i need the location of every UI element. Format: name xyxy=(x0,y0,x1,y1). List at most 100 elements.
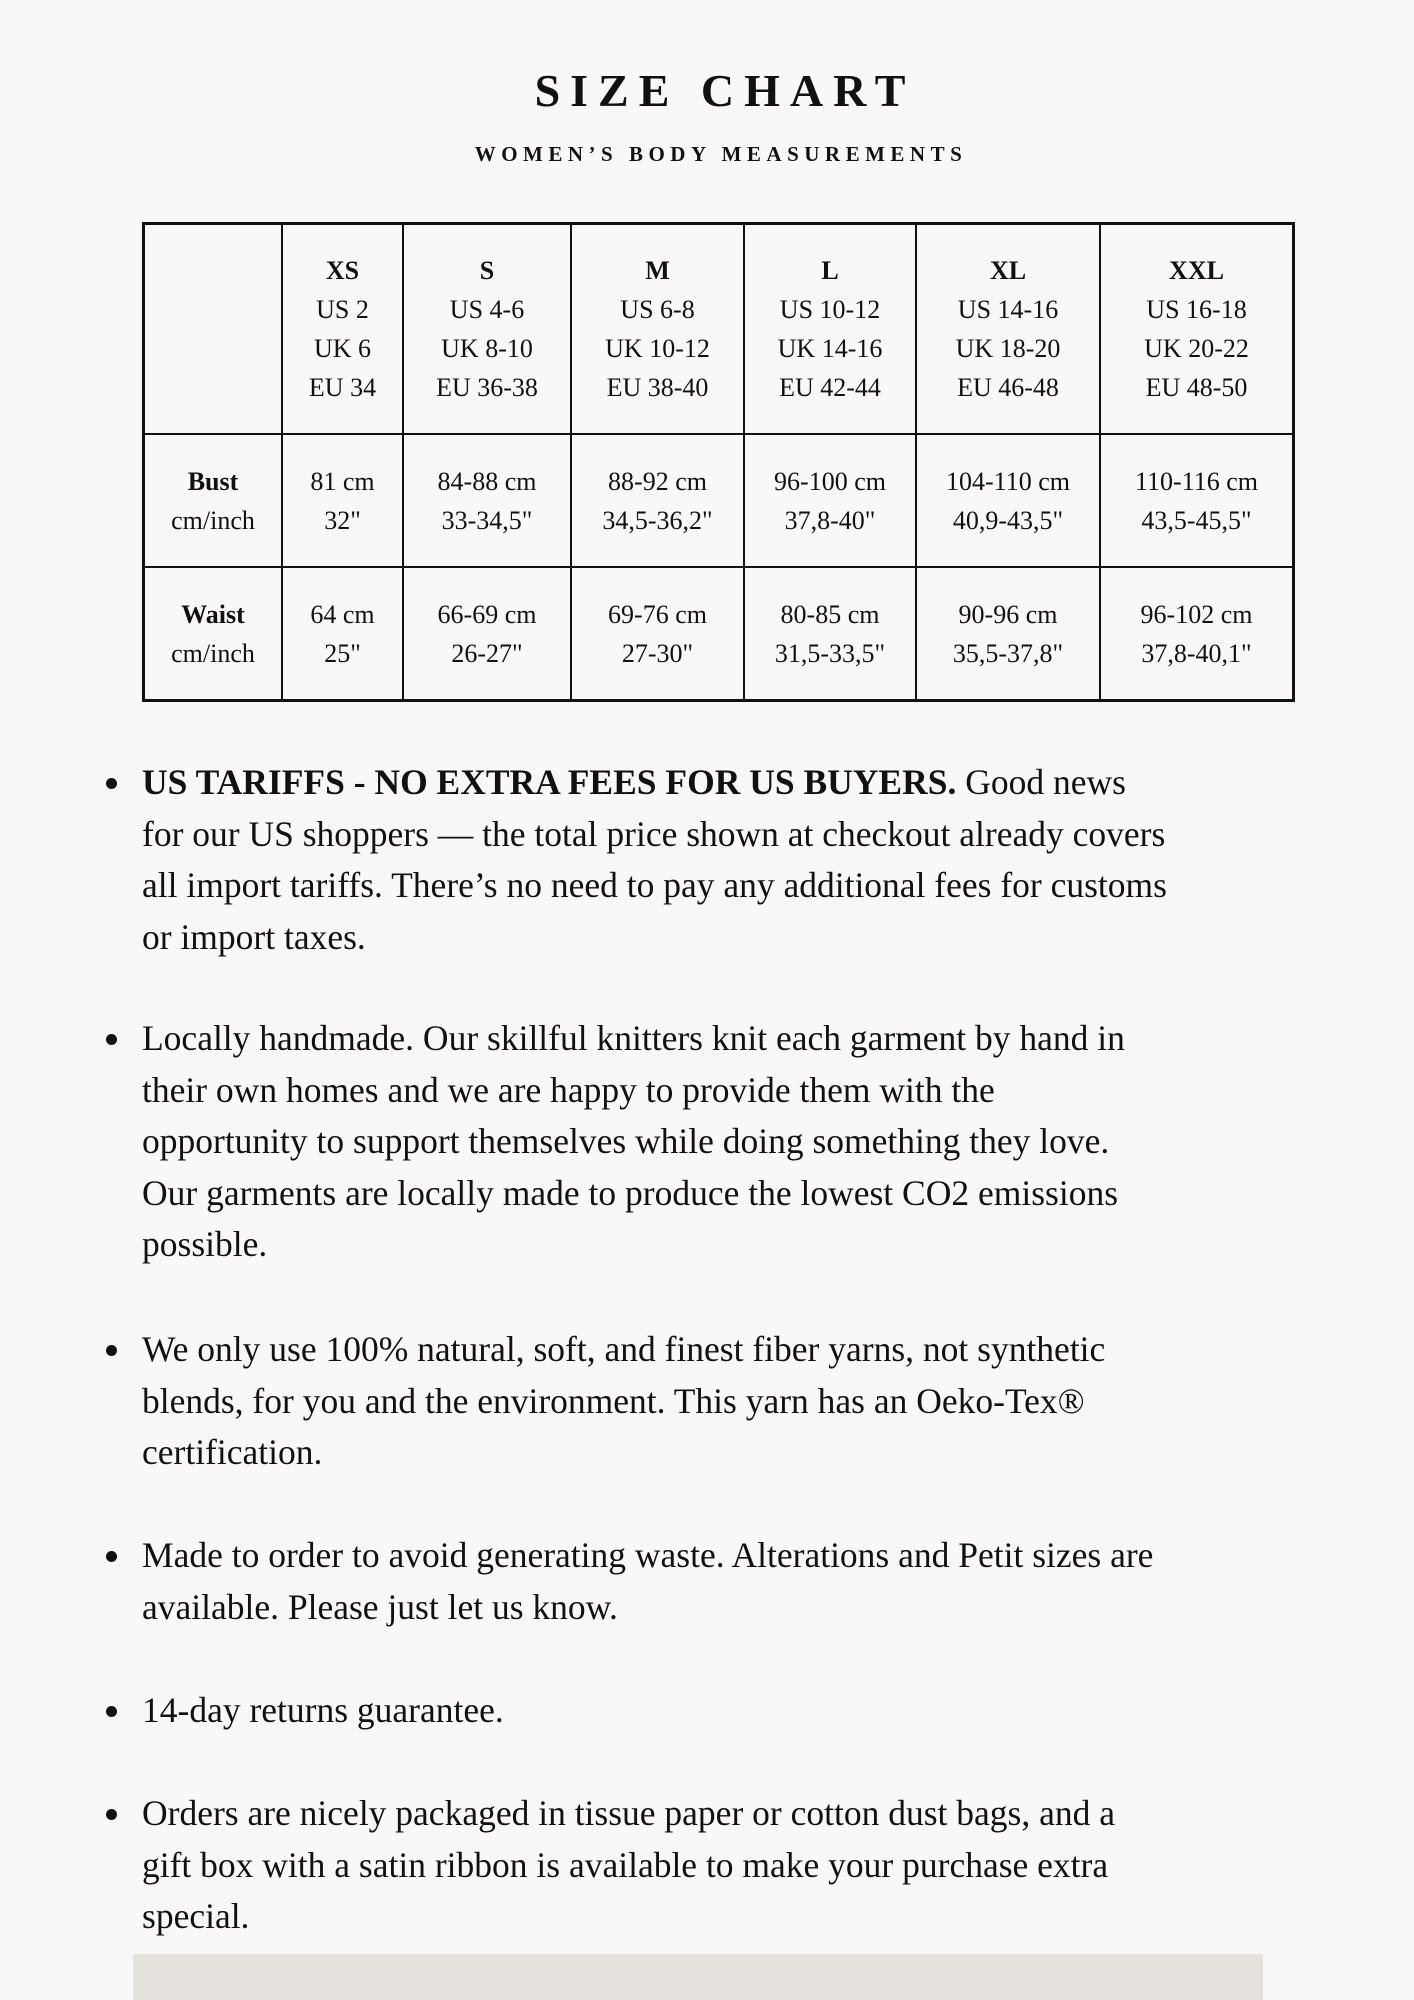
list-item-line: Made to order to avoid generating waste.… xyxy=(142,1530,1153,1582)
measurement-cell: 110-116 cm 43,5-45,5" xyxy=(1099,433,1295,568)
measurement-cell: 69-76 cm 27-30" xyxy=(570,566,745,702)
measurement-cell: 96-100 cm 37,8-40" xyxy=(743,433,917,568)
measurement-cell: 64 cm 25" xyxy=(281,566,404,702)
size-us: US 6-8 xyxy=(620,295,695,324)
size-uk: UK 8-10 xyxy=(441,334,533,363)
measurement-cm: 81 cm xyxy=(310,466,375,496)
size-chart-table: XS US 2 UK 6 EU 34 S US 4-6 UK 8-10 EU 36-38 M… xyxy=(142,222,1295,702)
bullet-icon xyxy=(106,1034,117,1045)
measurement-cm: 69-76 cm xyxy=(608,599,707,629)
size-col-header: XL US 14-16 UK 18-20 EU 46-48 xyxy=(915,222,1101,435)
list-item-text: We only use 100% natural, soft, and fine… xyxy=(142,1329,1106,1369)
row-label-name: Bust xyxy=(187,466,239,496)
size-uk: UK 14-16 xyxy=(777,334,883,363)
size-size: XS xyxy=(325,256,360,285)
list-item-text: gift box with a satin ribbon is availabl… xyxy=(142,1844,1109,1885)
bullet-icon xyxy=(106,1345,117,1356)
size-uk: UK 6 xyxy=(313,334,372,363)
list-item-line: blends, for you and the environment. Thi… xyxy=(142,1376,1105,1428)
waist-row: Waist cm/inch 64 cm 25" 66-69 cm 26-27" 69-76 … xyxy=(142,566,1295,702)
list-item: US TARIFFS - NO EXTRA FEES FOR US BUYERS… xyxy=(106,757,1167,964)
measurement-inch: 40,9-43,5" xyxy=(952,505,1064,535)
measurement-cell: 104-110 cm 40,9-43,5" xyxy=(915,433,1101,568)
size-size: M xyxy=(645,256,670,285)
size-us: US 2 xyxy=(316,295,369,324)
row-label-unit: cm/inch xyxy=(171,505,255,535)
measurement-cell: 90-96 cm 35,5-37,8" xyxy=(915,566,1101,702)
measurement-inch: 32" xyxy=(324,505,361,535)
list-item-line: Locally handmade. Our skillful knitters … xyxy=(142,1013,1125,1065)
list-item-text: Made to order to avoid generating waste.… xyxy=(142,1535,1154,1575)
size-uk: UK 18-20 xyxy=(955,334,1061,363)
measurement-cm: 66-69 cm xyxy=(437,599,537,629)
list-item: We only use 100% natural, soft, and fine… xyxy=(106,1324,1105,1479)
size-eu: EU 48-50 xyxy=(1145,373,1248,402)
list-item: 14-day returns guarantee. xyxy=(106,1685,504,1737)
row-label-unit: cm/inch xyxy=(171,638,255,668)
size-col-header: L US 10-12 UK 14-16 EU 42-44 xyxy=(743,222,917,435)
list-item-line: all import tariffs. There’s no need to p… xyxy=(142,860,1167,912)
list-item-text: opportunity to support themselves while … xyxy=(142,1121,1110,1161)
bullet-icon xyxy=(106,1551,117,1562)
list-item: Orders are nicely packaged in tissue pap… xyxy=(106,1788,1115,1943)
list-item-line: or import taxes. xyxy=(142,912,1167,964)
bullet-icon xyxy=(106,1706,117,1717)
list-item: Made to order to avoid generating waste.… xyxy=(106,1530,1153,1633)
measurement-cm: 90-96 cm xyxy=(958,599,1058,629)
size-eu: EU 42-44 xyxy=(779,373,881,402)
size-eu: EU 46-48 xyxy=(957,373,1059,402)
footer-band xyxy=(133,1954,1263,2000)
row-label: Bust cm/inch xyxy=(142,433,283,568)
list-item-text: possible. xyxy=(142,1224,268,1264)
measurement-cm: 84-88 cm xyxy=(437,466,537,496)
list-item-line: special. xyxy=(142,1891,1115,1943)
measurement-cm: 96-100 cm xyxy=(774,466,886,496)
size-col-header: XXL US 16-18 UK 20-22 EU 48-50 xyxy=(1099,222,1295,435)
list-item-bold: US TARIFFS - NO EXTRA FEES FOR US BUYERS… xyxy=(142,762,957,802)
list-item-text: all import tariffs. There’s no need to p… xyxy=(142,865,1167,905)
list-item-text: 14-day returns guarantee. xyxy=(142,1690,504,1730)
measurement-cm: 96-102 cm xyxy=(1140,599,1253,629)
bust-row: Bust cm/inch 81 cm 32" 84-88 cm 33-34,5" 88-92… xyxy=(142,433,1295,568)
list-item-text: Orders are nicely packaged in tissue pap… xyxy=(142,1793,1115,1833)
measurement-cm: 80-85 cm xyxy=(780,599,880,629)
list-item-line: 14-day returns guarantee. xyxy=(142,1685,504,1737)
list-item-line: opportunity to support themselves while … xyxy=(142,1116,1125,1168)
row-label: Waist cm/inch xyxy=(142,566,283,702)
measurement-cell: 80-85 cm 31,5-33,5" xyxy=(743,566,917,702)
size-uk: UK 10-12 xyxy=(605,334,710,363)
size-us: US 14-16 xyxy=(957,295,1059,324)
list-item-text: certification. xyxy=(142,1432,323,1472)
size-eu: EU 36-38 xyxy=(436,373,538,402)
list-item-text: blends, for you and the environment. Thi… xyxy=(142,1380,1085,1421)
size-size: XL xyxy=(989,256,1027,285)
measurement-inch: 35,5-37,8" xyxy=(952,638,1064,668)
measurement-cell: 66-69 cm 26-27" xyxy=(402,566,572,702)
measurement-inch: 37,8-40" xyxy=(784,505,876,535)
list-item-line: Our garments are locally made to produce… xyxy=(142,1168,1125,1220)
list-item-line: We only use 100% natural, soft, and fine… xyxy=(142,1324,1105,1376)
list-item-text: available. Please just let us know. xyxy=(142,1586,618,1627)
list-item: Locally handmade. Our skillful knitters … xyxy=(106,1013,1125,1271)
list-item-line: their own homes and we are happy to prov… xyxy=(142,1065,1125,1117)
list-item-text: or import taxes. xyxy=(142,916,366,957)
list-item-line: Orders are nicely packaged in tissue pap… xyxy=(142,1788,1115,1840)
measurement-cell: 96-102 cm 37,8-40,1" xyxy=(1099,566,1295,702)
page-title: SIZE CHART xyxy=(534,65,916,116)
size-col-header: M US 6-8 UK 10-12 EU 38-40 xyxy=(570,222,745,435)
measurement-inch: 25" xyxy=(324,638,361,668)
page-subtitle: WOMEN’S BODY MEASUREMENTS xyxy=(474,142,968,166)
size-uk: UK 20-22 xyxy=(1144,334,1249,363)
list-item-line: gift box with a satin ribbon is availabl… xyxy=(142,1840,1115,1892)
measurement-cm: 110-116 cm xyxy=(1135,466,1258,496)
list-item-text: for our US shoppers — the total price sh… xyxy=(142,813,1166,854)
list-item-text: Good news xyxy=(956,762,1126,802)
size-eu: EU 38-40 xyxy=(606,373,709,402)
list-item-text: Our garments are locally made to produce… xyxy=(142,1172,1119,1213)
measurement-inch: 34,5-36,2" xyxy=(602,505,713,535)
measurement-cm: 88-92 cm xyxy=(608,466,707,496)
measurement-inch: 31,5-33,5" xyxy=(774,638,886,668)
size-col-header: S US 4-6 UK 8-10 EU 36-38 xyxy=(402,222,572,435)
measurement-cell: 84-88 cm 33-34,5" xyxy=(402,433,572,568)
measurement-cell: 81 cm 32" xyxy=(281,433,404,568)
